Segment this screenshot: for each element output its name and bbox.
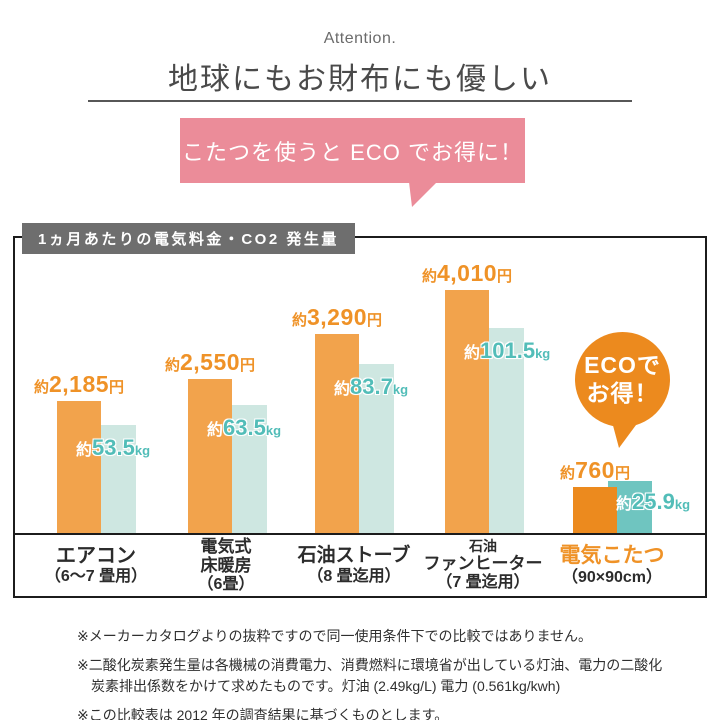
co2-value-label: 約53.5kg [76, 435, 150, 461]
cost-value: 2,550 [179, 349, 241, 375]
cost-bar: 約4,010円 [422, 260, 512, 533]
eyebrow-text: Attention. [323, 30, 397, 47]
page-title: 地球にもお財布にも優しい [168, 63, 552, 96]
kg-unit: kg [392, 382, 409, 397]
kg-unit: kg [674, 497, 691, 512]
kg-unit: kg [134, 443, 151, 458]
kg-unit: kg [265, 423, 282, 438]
approx-prefix: 約 [421, 268, 437, 285]
note-item: ※メーカーカタログよりの抜粋ですので同一使用条件下での比較ではありません。 [77, 628, 593, 644]
co2-value: 63.5 [223, 415, 266, 440]
callout-text: こたつを使うと ECO でお得に！ [182, 139, 523, 165]
cost-value-label: 約760円 [560, 457, 630, 484]
category-label: 石油ストーブ （8 畳迄用） [297, 545, 411, 585]
co2-value-label: 約83.7kg [334, 374, 408, 400]
cost-value: 2,185 [48, 371, 110, 397]
approx-prefix: 約 [334, 381, 351, 398]
yen-unit: 円 [614, 465, 630, 482]
bar-group: 約83.7kg 約3,290円 [292, 238, 408, 533]
chart-title: 1ヵ月あたりの電気料金・CO2 発生量 [22, 223, 355, 254]
notes: ※メーカーカタログよりの抜粋ですので同一使用条件下での比較ではありません。 ※二… [77, 626, 669, 720]
cost-value: 3,290 [306, 304, 368, 330]
bar-group: 約25.9kg 約760円 [560, 238, 690, 533]
co2-value: 83.7 [350, 374, 393, 399]
bar-group: 約63.5kg 約2,550円 [165, 238, 281, 533]
callout-bubble: こたつを使うと ECO でお得に！ [180, 118, 525, 183]
cost-value: 4,010 [436, 260, 498, 286]
bubble-tail-icon [409, 182, 437, 207]
cost-value: 760 [575, 457, 615, 483]
category-label: 電気式 床暖房 （6畳） [197, 537, 255, 594]
category-label: 石油 ファンヒーター （7 畳迄用） [423, 537, 543, 592]
cost-value-label: 約2,550円 [165, 349, 255, 376]
note-item: ※この比較表は 2012 年の調査結果に基づくものとします。 [77, 707, 449, 720]
approx-prefix: 約 [291, 312, 307, 329]
cost-value-label: 約2,185円 [34, 371, 124, 398]
yen-unit: 円 [240, 357, 256, 374]
approx-prefix: 約 [33, 379, 49, 396]
note-item: ※二酸化炭素発生量は各機械の消費電力、消費燃料に環境省が出している灯油、電力の二… [77, 656, 663, 695]
bar-group: 約53.5kg 約2,185円 [34, 238, 150, 533]
category-labels: エアコン （6～7 畳用） 電気式 床暖房 （6畳） 石油ストーブ （8 畳迄用… [15, 535, 705, 596]
approx-prefix: 約 [207, 422, 224, 439]
approx-prefix: 約 [560, 465, 576, 482]
co2-value: 25.9 [632, 489, 675, 514]
co2-value: 53.5 [92, 435, 135, 460]
divider [88, 100, 632, 102]
category-label: エアコン （6～7 畳用） [44, 544, 148, 586]
cost-value-label: 約3,290円 [292, 304, 382, 331]
chart-panel: 約53.5kg 約2,185円 約63.5kg 約2,550円 約83.7kg [13, 236, 707, 598]
baseline [15, 533, 705, 535]
approx-prefix: 約 [616, 496, 633, 513]
co2-value: 101.5 [480, 338, 536, 363]
kg-unit: kg [535, 346, 551, 361]
approx-prefix: 約 [164, 357, 180, 374]
eco-badge-line2: お得！ [586, 379, 659, 406]
plot-area: 約53.5kg 約2,185円 約63.5kg 約2,550円 約83.7kg [15, 238, 705, 533]
cost-value-label: 約4,010円 [422, 260, 512, 287]
co2-value-label: 約25.9kg [616, 489, 690, 515]
yen-unit: 円 [109, 379, 125, 396]
cost-bar: 約2,550円 [165, 349, 255, 533]
cost-bar: 約760円 [560, 457, 630, 533]
approx-prefix: 約 [76, 442, 93, 459]
cost-bar: 約3,290円 [292, 304, 382, 533]
bar-group: 約101.5kg 約4,010円 [422, 238, 550, 533]
category-label-highlight: 電気こたつ （90×90cm） [559, 544, 665, 586]
yen-unit: 円 [367, 312, 383, 329]
approx-prefix: 約 [464, 345, 481, 362]
eco-badge: ECOで お得！ [575, 332, 670, 427]
cost-bar: 約2,185円 [34, 371, 124, 533]
yen-unit: 円 [497, 268, 513, 285]
co2-value-label: 約101.5kg [464, 338, 550, 364]
co2-value-label: 約63.5kg [207, 415, 281, 441]
eco-badge-line1: ECOで [584, 352, 661, 379]
